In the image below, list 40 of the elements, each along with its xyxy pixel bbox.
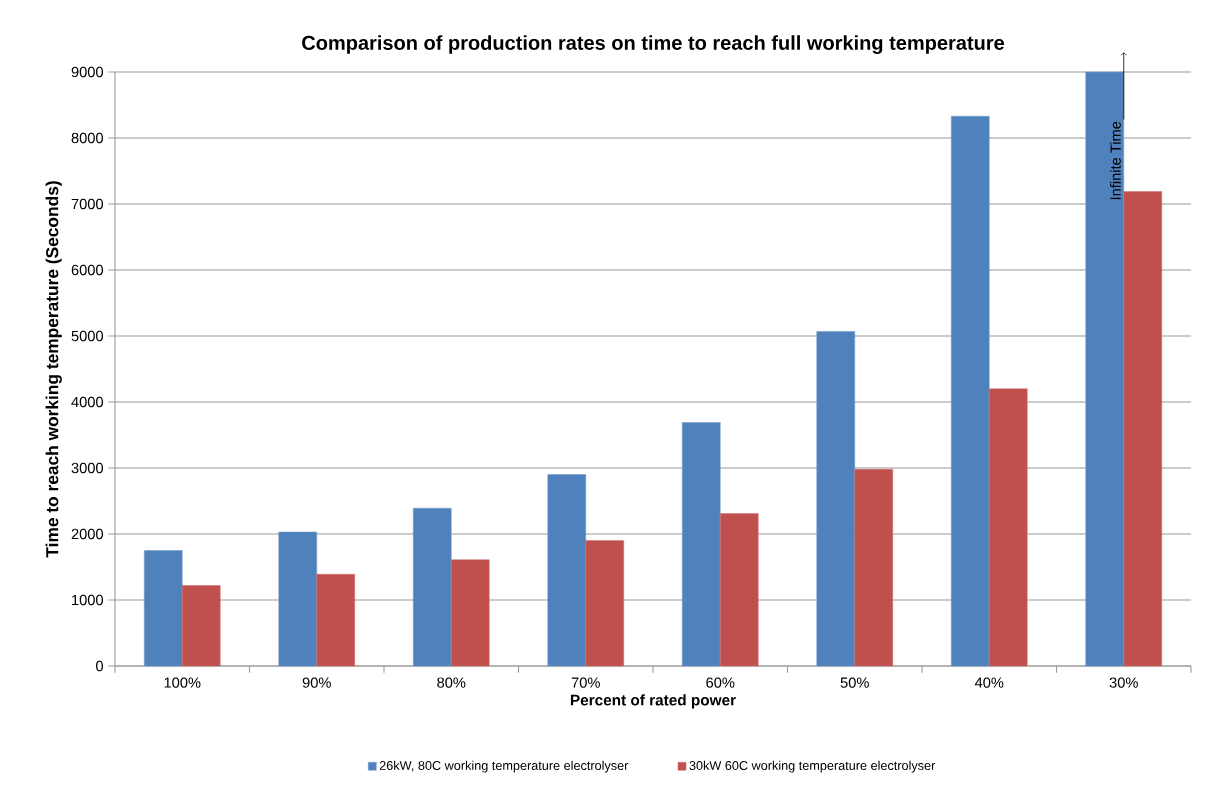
bar [816,331,856,667]
bar [547,474,587,667]
legend-label: 30kW 60C working temperature electrolyser [689,760,936,773]
x-tick-label: 30% [1109,677,1138,688]
y-tick-label: 6000 [71,264,104,276]
x-tick-label: 50% [840,677,869,688]
x-axis-title: Percent of rated power [570,694,736,709]
x-tick-label: 70% [571,677,600,688]
bar [585,540,625,667]
chart-title: Comparison of production rates on time to reach full working temperature [302,35,1005,54]
bar [412,507,452,667]
x-tick-label: 40% [974,677,1004,688]
bar [719,513,759,667]
bar [278,531,318,667]
y-tick-label: 7000 [71,198,104,210]
bar [1085,71,1125,667]
bar [854,469,894,667]
y-tick-label: 5000 [71,330,104,342]
y-axis-title: Time to reach working temperature (Seconds) [45,181,62,558]
x-tick-label: 90% [302,677,331,688]
annotation: Infinite Time [1110,121,1121,200]
y-tick-label: 9000 [71,66,104,78]
y-tick-label: 1000 [72,594,104,606]
bar [316,573,356,667]
bar [988,388,1028,667]
bar [950,115,990,667]
x-tick-label: 80% [437,677,466,688]
y-tick-label: 4000 [71,396,104,408]
bar [681,422,721,667]
bar [143,550,183,667]
y-tick-label: 2000 [71,528,104,540]
y-tick-label: 8000 [71,132,104,144]
x-tick-label: 60% [706,677,735,688]
y-tick-label: 3000 [71,462,104,474]
y-tick-label: 0 [96,660,104,672]
legend-label: 26kW, 80C working temperature electrolyser [379,760,629,773]
bar [450,559,490,667]
bar [181,585,221,667]
bar [1123,191,1163,667]
x-tick-label: 100% [164,677,201,688]
